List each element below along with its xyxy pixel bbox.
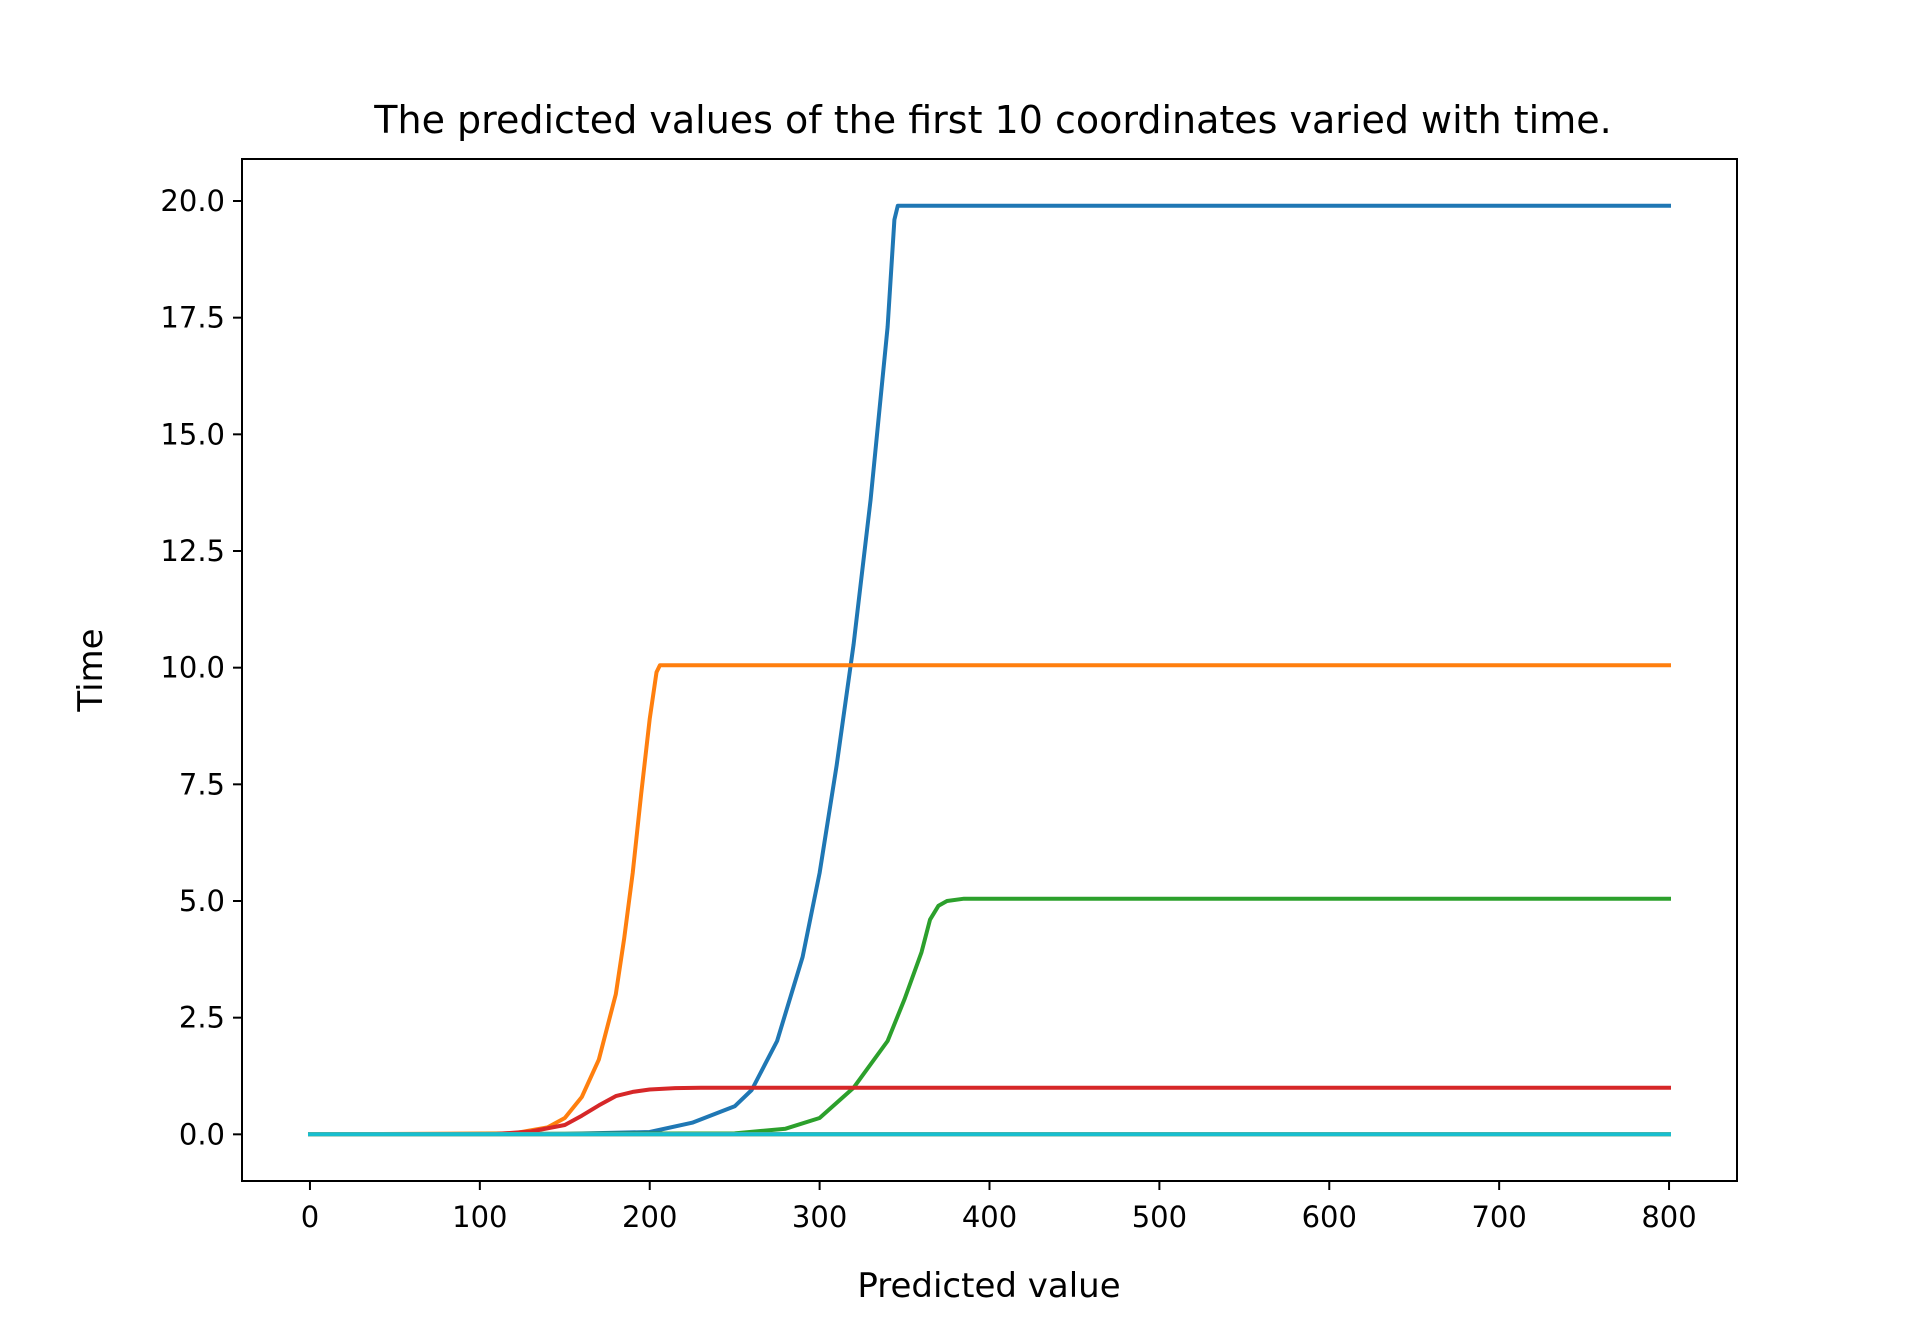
x-tick-label: 500 xyxy=(1132,1200,1187,1234)
y-tick-label: 7.5 xyxy=(179,767,225,801)
y-tick-label: 0.0 xyxy=(179,1117,225,1151)
series-line-4 xyxy=(307,1085,1671,1137)
y-tick-label: 17.5 xyxy=(160,301,225,335)
y-tick-label: 20.0 xyxy=(160,184,225,218)
x-tick-label: 800 xyxy=(1641,1200,1696,1234)
x-axis-ticks: 0 100 200 300 400 500 600 700 800 xyxy=(301,1181,1697,1234)
plot-frame xyxy=(241,158,1738,1182)
series-line-1 xyxy=(307,203,1671,1137)
y-tick-label: 2.5 xyxy=(179,1001,225,1035)
x-axis-title: Predicted value xyxy=(857,1266,1120,1306)
y-tick-label: 12.5 xyxy=(160,534,225,568)
series-line-3 xyxy=(307,896,1671,1137)
x-tick-label: 200 xyxy=(622,1200,677,1234)
y-axis-ticks: 0.0 2.5 5.0 7.5 10.0 12.5 15.0 17.5 20.0 xyxy=(160,184,242,1151)
x-tick-label: 300 xyxy=(792,1200,847,1234)
y-axis-title: Time xyxy=(71,628,111,712)
x-tick-label: 0 xyxy=(301,1200,319,1234)
y-tick-label: 5.0 xyxy=(179,884,225,918)
y-tick-label: 10.0 xyxy=(160,651,225,685)
x-tick-label: 600 xyxy=(1302,1200,1357,1234)
plot-lines xyxy=(307,203,1671,1137)
y-tick-label: 15.0 xyxy=(160,417,225,451)
x-tick-label: 100 xyxy=(452,1200,507,1234)
x-tick-label: 400 xyxy=(962,1200,1017,1234)
x-tick-label: 700 xyxy=(1471,1200,1526,1234)
chart-title: The predicted values of the first 10 coo… xyxy=(373,98,1611,142)
